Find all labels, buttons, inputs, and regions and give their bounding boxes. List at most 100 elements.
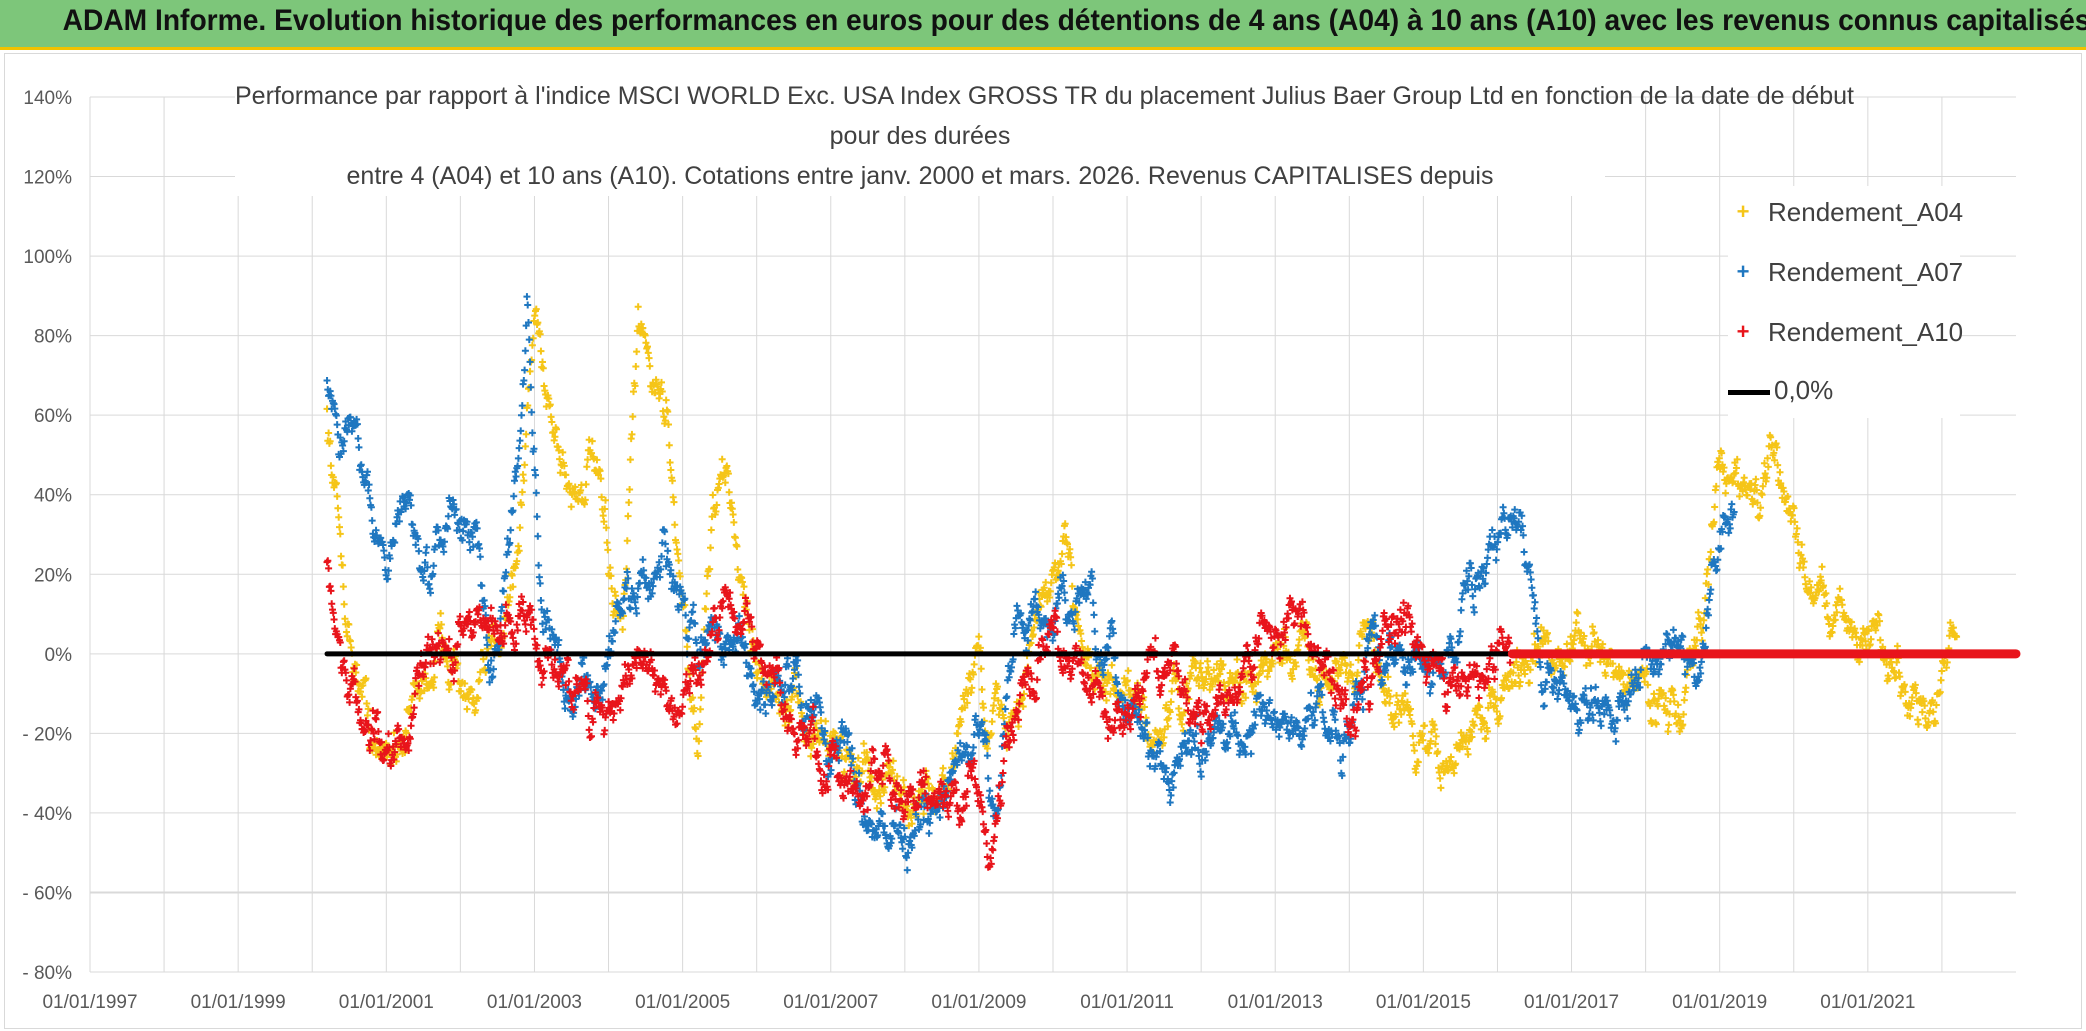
data-point: [604, 546, 612, 554]
data-point: [1680, 696, 1688, 704]
data-point: [809, 740, 817, 748]
data-point: [1581, 642, 1589, 650]
data-point: [330, 615, 338, 623]
data-point: [1470, 608, 1478, 616]
data-point: [822, 717, 830, 725]
data-point: [1911, 681, 1919, 689]
data-point: [602, 496, 610, 504]
data-point: [1561, 663, 1569, 671]
data-point: [1599, 640, 1607, 648]
data-point: [645, 354, 653, 362]
data-point: [994, 683, 1002, 691]
data-point: [989, 846, 997, 854]
data-point: [1033, 676, 1041, 684]
y-tick-label: - 20%: [22, 724, 72, 745]
data-point: [664, 547, 672, 555]
data-point: [1498, 694, 1506, 702]
data-point: [323, 377, 331, 385]
data-point: [706, 565, 714, 573]
data-point: [1233, 656, 1241, 664]
data-point: [531, 471, 539, 479]
data-point: [519, 471, 527, 479]
x-tick-label: 01/01/2011: [1080, 992, 1174, 1013]
data-point: [1908, 693, 1916, 701]
data-point: [1552, 662, 1560, 670]
data-point: [1776, 468, 1784, 476]
data-point: [929, 786, 937, 794]
data-point: [1515, 671, 1523, 679]
data-point: [683, 643, 691, 651]
data-point: [384, 567, 392, 575]
data-point: [346, 413, 354, 421]
data-point: [600, 518, 608, 526]
data-point: [626, 485, 634, 493]
data-point: [1566, 657, 1574, 665]
data-point: [521, 347, 529, 355]
data-point: [1488, 526, 1496, 534]
data-point: [703, 590, 711, 598]
data-point: [945, 813, 953, 821]
data-point: [1286, 656, 1294, 664]
data-point: [1477, 725, 1485, 733]
data-point: [1175, 705, 1183, 713]
data-point: [795, 683, 803, 691]
data-point: [1728, 500, 1736, 508]
data-point: [501, 621, 509, 629]
data-point: [1679, 721, 1687, 729]
data-point: [972, 712, 980, 720]
data-point: [571, 483, 579, 491]
data-point: [629, 413, 637, 421]
data-point: [1058, 550, 1066, 558]
data-point: [1752, 475, 1760, 483]
data-point: [1410, 747, 1418, 755]
data-point: [1088, 698, 1096, 706]
data-point: [364, 487, 372, 495]
data-point: [1106, 690, 1114, 698]
data-point: [1219, 660, 1227, 668]
data-point: [584, 456, 592, 464]
data-point: [513, 557, 521, 565]
data-point: [1946, 619, 1954, 627]
y-tick-label: 120%: [23, 168, 72, 189]
data-point: [593, 456, 601, 464]
data-point: [1876, 617, 1884, 625]
data-point: [324, 557, 332, 565]
data-point: [1655, 695, 1663, 703]
data-point: [588, 449, 596, 457]
data-point: [518, 488, 526, 496]
data-point: [1855, 658, 1863, 666]
data-point: [695, 737, 703, 745]
data-point: [1652, 720, 1660, 728]
data-point: [340, 437, 348, 445]
data-point: [1421, 722, 1429, 730]
data-point: [395, 517, 403, 525]
data-point: [1586, 659, 1594, 667]
data-point: [679, 703, 687, 711]
data-point: [630, 388, 638, 396]
data-point: [1788, 511, 1796, 519]
data-point: [1104, 669, 1112, 677]
data-point: [430, 684, 438, 692]
data-point: [1644, 681, 1652, 689]
data-point: [475, 676, 483, 684]
data-point: [1102, 696, 1110, 704]
data-point: [1674, 701, 1682, 709]
data-point: [522, 430, 530, 438]
data-point: [578, 660, 586, 668]
data-point: [634, 303, 642, 311]
data-point: [1043, 597, 1051, 605]
data-point: [1484, 727, 1492, 735]
data-point: [1722, 489, 1730, 497]
data-point: [461, 679, 469, 687]
data-point: [1932, 701, 1940, 709]
data-point: [354, 435, 362, 443]
data-point: [1893, 642, 1901, 650]
data-point: [1061, 520, 1069, 528]
data-point: [1918, 708, 1926, 716]
data-point: [1531, 598, 1539, 606]
data-point: [334, 504, 342, 512]
data-point: [1213, 660, 1221, 668]
y-tick-label: - 80%: [22, 963, 72, 984]
data-point: [954, 730, 962, 738]
data-point: [1590, 628, 1598, 636]
